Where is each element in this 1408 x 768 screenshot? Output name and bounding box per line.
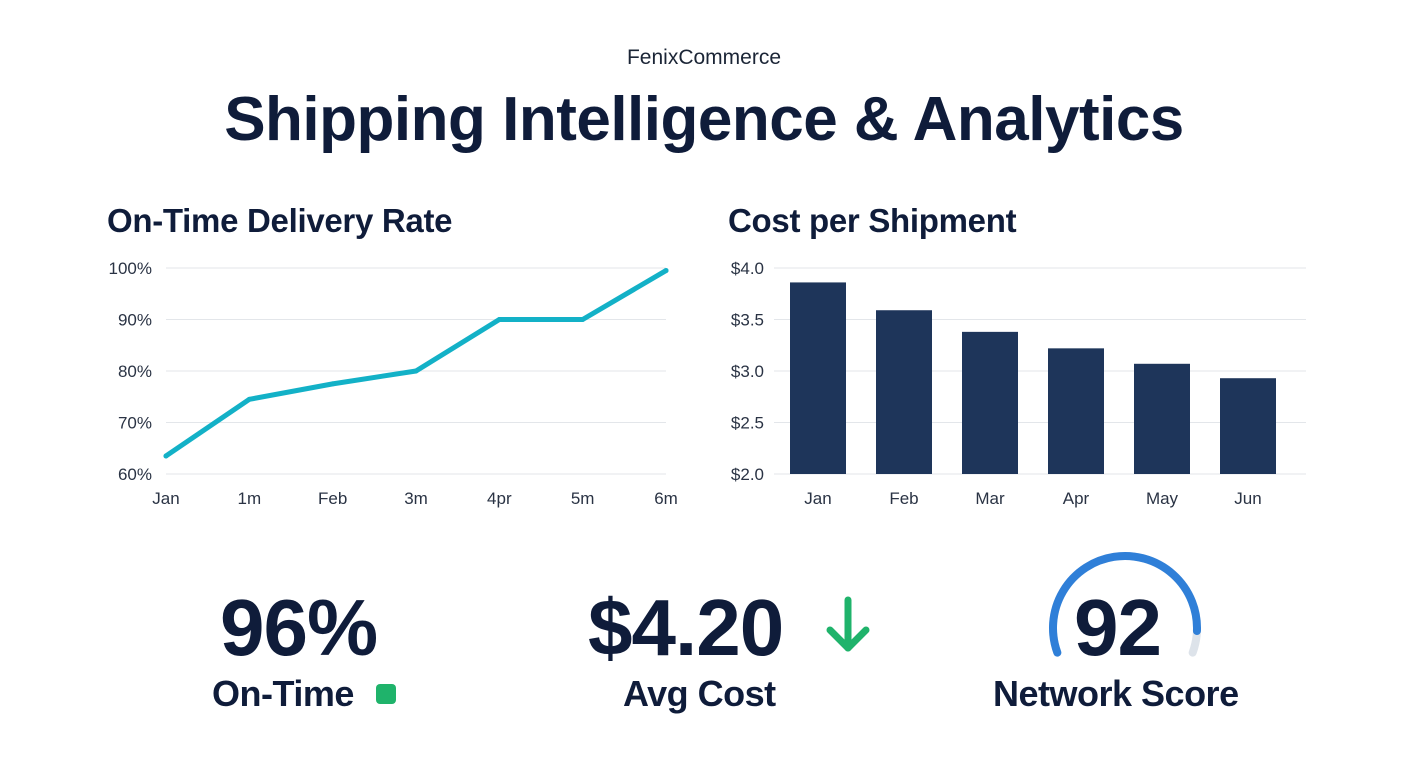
y-tick-label: $2.5 xyxy=(731,414,764,433)
x-tick-label: 3m xyxy=(404,489,428,508)
on-time-kpi-label: On-Time xyxy=(212,673,354,714)
green-square-icon xyxy=(376,684,396,704)
y-tick-label: $3.5 xyxy=(731,311,764,330)
x-tick-label: Jan xyxy=(152,489,179,508)
data-point xyxy=(163,453,169,459)
bar-chart-title: Cost per Shipment xyxy=(728,202,1017,239)
on-time-kpi-value: 96% xyxy=(220,583,378,672)
y-tick-label: $2.0 xyxy=(731,465,764,484)
bar xyxy=(790,282,846,474)
x-tick-label: Apr xyxy=(1063,489,1090,508)
bar xyxy=(1220,378,1276,474)
network-score-kpi-label: Network Score xyxy=(993,673,1239,714)
bar xyxy=(962,331,1018,474)
data-point xyxy=(413,368,419,374)
y-tick-label: 90% xyxy=(118,311,152,330)
x-tick-label: Feb xyxy=(318,489,347,508)
data-point xyxy=(246,396,252,402)
data-point xyxy=(496,317,502,322)
series-line xyxy=(163,268,669,459)
brand-name: FenixCommerce xyxy=(626,46,782,69)
x-tick-label: 4pr xyxy=(487,489,512,508)
line-chart-title: On-Time Delivery Rate xyxy=(107,202,453,239)
x-tick-label: Feb xyxy=(889,489,918,508)
bar xyxy=(876,310,932,474)
x-tick-label: Mar xyxy=(975,489,1005,508)
data-point xyxy=(580,317,586,322)
x-tick-label: 1m xyxy=(238,489,262,508)
page-title: Shipping Intelligence & Analytics xyxy=(224,85,1184,154)
cost-per-shipment-bar-chart: $2.0 $2.5 $3.0 $3.5 $4.0 Jan Feb Mar Apr May Jun xyxy=(731,259,1306,508)
on-time-delivery-line-chart: 60% 70% 80% 90% 100% Jan 1m Feb 3m 4pr 5m 6m xyxy=(109,259,678,508)
y-tick-label: 100% xyxy=(109,259,152,278)
data-point xyxy=(663,268,669,274)
avg-cost-kpi-value: $4.20 xyxy=(588,583,784,672)
bar xyxy=(1048,348,1104,474)
y-tick-label: 80% xyxy=(118,362,152,381)
y-tick-label: 70% xyxy=(118,414,152,433)
avg-cost-kpi-label: Avg Cost xyxy=(623,673,776,714)
arrow-down-icon xyxy=(826,596,870,652)
gauge-arc-icon xyxy=(1049,552,1201,657)
data-point xyxy=(330,381,336,387)
x-tick-label: 5m xyxy=(571,489,595,508)
bar xyxy=(1134,363,1190,474)
x-tick-label: Jan xyxy=(804,489,831,508)
y-tick-label: $3.0 xyxy=(731,362,764,381)
x-tick-label: 6m xyxy=(654,489,678,508)
gauge-fill xyxy=(1049,552,1201,657)
y-tick-label: 60% xyxy=(118,465,152,484)
x-tick-label: Jun xyxy=(1234,489,1261,508)
x-tick-label: May xyxy=(1146,489,1179,508)
y-tick-label: $4.0 xyxy=(731,259,764,278)
network-score-kpi-value: 92 xyxy=(1074,583,1162,672)
